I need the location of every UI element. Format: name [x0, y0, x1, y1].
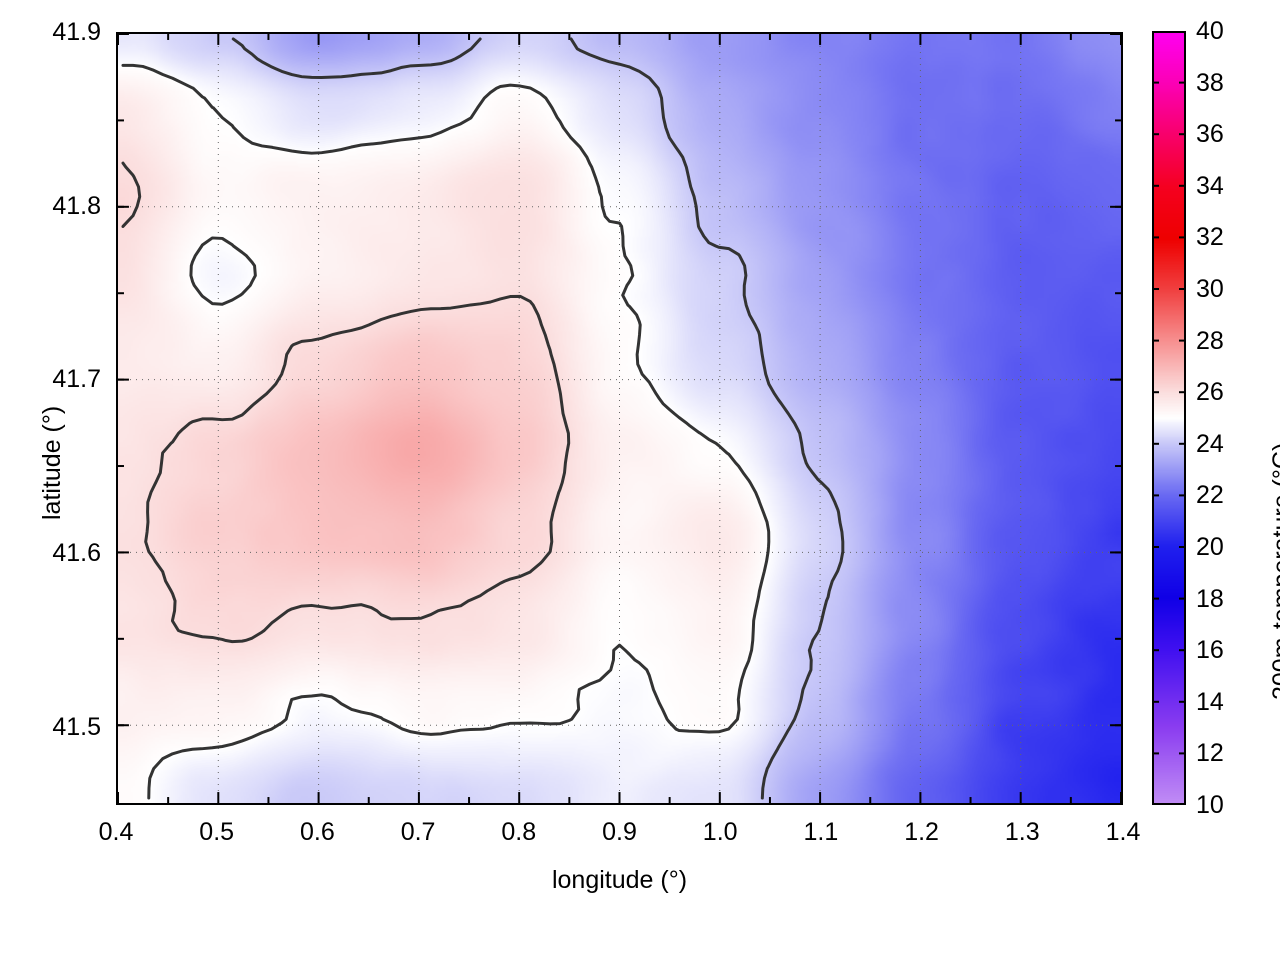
colorbar-tick-label: 20	[1196, 533, 1224, 561]
colorbar-tick-label: 24	[1196, 429, 1224, 458]
colorbar-tick-label: 14	[1196, 687, 1224, 716]
temperature-heatmap	[118, 34, 1121, 803]
x-tick-label: 1.0	[702, 818, 738, 846]
colorbar-tick-label: 40	[1196, 17, 1224, 45]
y-tick-label: 41.8	[52, 191, 101, 220]
colorbar-gradient	[1154, 33, 1184, 803]
colorbar-tick-label: 12	[1196, 739, 1224, 768]
colorbar-title: 200m-temperature (°C)	[1268, 442, 1280, 700]
x-tick-label: 1.4	[1105, 818, 1141, 846]
colorbar-tick-label: 18	[1196, 584, 1224, 613]
x-tick-label: 0.6	[300, 818, 335, 846]
colorbar-tick-label: 38	[1196, 68, 1224, 97]
heatmap-plot-area	[116, 32, 1123, 805]
colorbar-tick-label: 28	[1196, 326, 1224, 355]
y-tick-label: 41.7	[52, 365, 101, 394]
x-tick-label: 0.8	[501, 818, 537, 846]
colorbar-tick-label: 10	[1196, 791, 1224, 819]
x-tick-label: 0.7	[400, 818, 436, 846]
colorbar-tick-label: 32	[1196, 223, 1224, 252]
colorbar-tick-label: 36	[1196, 120, 1224, 149]
x-tick-label: 1.3	[1004, 818, 1040, 846]
y-tick-label: 41.6	[52, 539, 101, 568]
x-tick-label: 0.9	[602, 818, 637, 846]
x-tick-label: 1.1	[803, 818, 839, 846]
colorbar-tick-label: 30	[1196, 275, 1224, 303]
colorbar-tick-label: 26	[1196, 378, 1224, 407]
colorbar-tick-label: 16	[1196, 636, 1224, 665]
y-tick-label: 41.9	[52, 18, 101, 46]
x-tick-label: 0.5	[199, 818, 235, 846]
x-tick-label: 1.2	[904, 818, 939, 846]
y-tick-label: 41.5	[52, 712, 101, 741]
colorbar	[1152, 31, 1186, 805]
y-axis-title: latitude (°)	[38, 405, 66, 520]
x-axis-title: longitude (°)	[551, 866, 688, 894]
colorbar-tick-label: 22	[1196, 481, 1224, 510]
x-tick-label: 0.4	[98, 818, 134, 846]
colorbar-tick-label: 34	[1196, 171, 1224, 200]
